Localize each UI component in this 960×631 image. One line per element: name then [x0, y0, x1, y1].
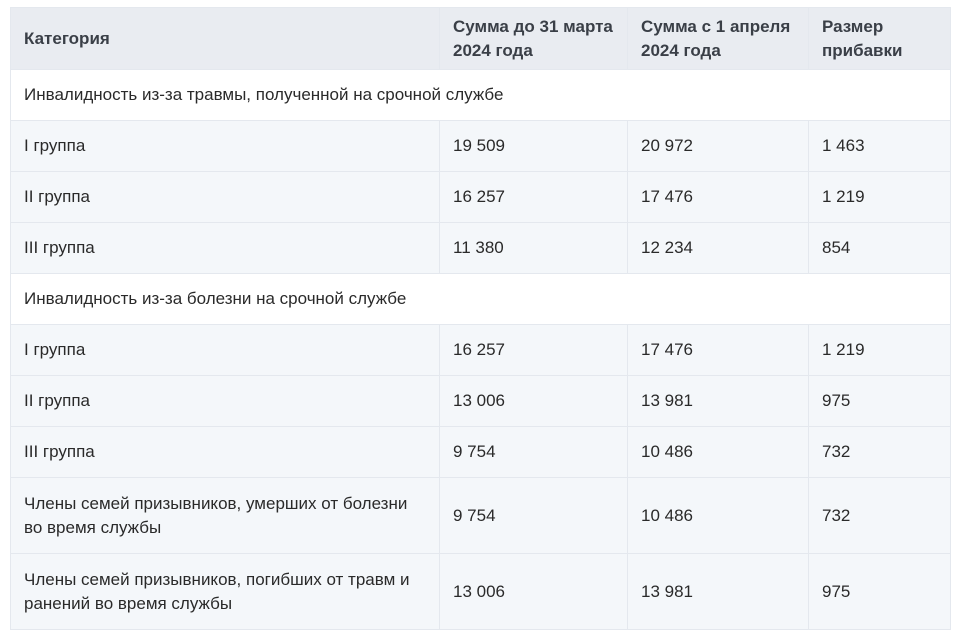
- cell-category: I группа: [10, 120, 440, 172]
- cell-increase: 1 219: [808, 324, 951, 376]
- cell-category: III группа: [10, 222, 440, 274]
- cell-sum-after: 12 234: [627, 222, 809, 274]
- cell-category: Члены семей призывников, погибших от тра…: [10, 553, 440, 630]
- table-row: III группа 11 380 12 234 854: [10, 222, 951, 274]
- header-row: Категория Сумма до 31 марта 2024 года Су…: [10, 7, 951, 70]
- cell-increase: 975: [808, 375, 951, 427]
- cell-sum-before: 16 257: [439, 171, 628, 223]
- table-row: II группа 13 006 13 981 975: [10, 375, 951, 427]
- cell-sum-before: 9 754: [439, 426, 628, 478]
- cell-sum-before: 13 006: [439, 553, 628, 630]
- cell-sum-before: 19 509: [439, 120, 628, 172]
- payments-table: Категория Сумма до 31 марта 2024 года Су…: [10, 7, 951, 630]
- cell-increase: 732: [808, 477, 951, 554]
- cell-sum-after: 13 981: [627, 375, 809, 427]
- cell-increase: 854: [808, 222, 951, 274]
- cell-category: III группа: [10, 426, 440, 478]
- cell-category: Члены семей призывников, умерших от боле…: [10, 477, 440, 554]
- cell-sum-after: 17 476: [627, 171, 809, 223]
- cell-increase: 1 219: [808, 171, 951, 223]
- header-increase: Размер прибавки: [808, 7, 951, 70]
- section-row: Инвалидность из-за травмы, полученной на…: [10, 69, 951, 121]
- cell-increase: 975: [808, 553, 951, 630]
- header-sum-before: Сумма до 31 марта 2024 года: [439, 7, 628, 70]
- section-title: Инвалидность из-за болезни на срочной сл…: [10, 273, 951, 325]
- cell-sum-after: 17 476: [627, 324, 809, 376]
- cell-sum-after: 10 486: [627, 477, 809, 554]
- table-row: I группа 16 257 17 476 1 219: [10, 324, 951, 376]
- cell-increase: 1 463: [808, 120, 951, 172]
- cell-sum-after: 13 981: [627, 553, 809, 630]
- cell-increase: 732: [808, 426, 951, 478]
- cell-sum-before: 9 754: [439, 477, 628, 554]
- cell-sum-after: 10 486: [627, 426, 809, 478]
- table-header: Категория Сумма до 31 марта 2024 года Су…: [10, 7, 951, 70]
- cell-sum-before: 16 257: [439, 324, 628, 376]
- table-row: I группа 19 509 20 972 1 463: [10, 120, 951, 172]
- cell-sum-before: 13 006: [439, 375, 628, 427]
- cell-sum-after: 20 972: [627, 120, 809, 172]
- header-sum-after: Сумма с 1 апреля 2024 года: [627, 7, 809, 70]
- table-body: Инвалидность из-за травмы, полученной на…: [10, 69, 951, 630]
- table-row: III группа 9 754 10 486 732: [10, 426, 951, 478]
- cell-category: II группа: [10, 171, 440, 223]
- table-row: II группа 16 257 17 476 1 219: [10, 171, 951, 223]
- cell-category: I группа: [10, 324, 440, 376]
- section-title: Инвалидность из-за травмы, полученной на…: [10, 69, 951, 121]
- table-row: Члены семей призывников, погибших от тра…: [10, 553, 951, 630]
- cell-category: II группа: [10, 375, 440, 427]
- section-row: Инвалидность из-за болезни на срочной сл…: [10, 273, 951, 325]
- table-row: Члены семей призывников, умерших от боле…: [10, 477, 951, 554]
- header-category: Категория: [10, 7, 440, 70]
- cell-sum-before: 11 380: [439, 222, 628, 274]
- table-container: Категория Сумма до 31 марта 2024 года Су…: [10, 7, 951, 630]
